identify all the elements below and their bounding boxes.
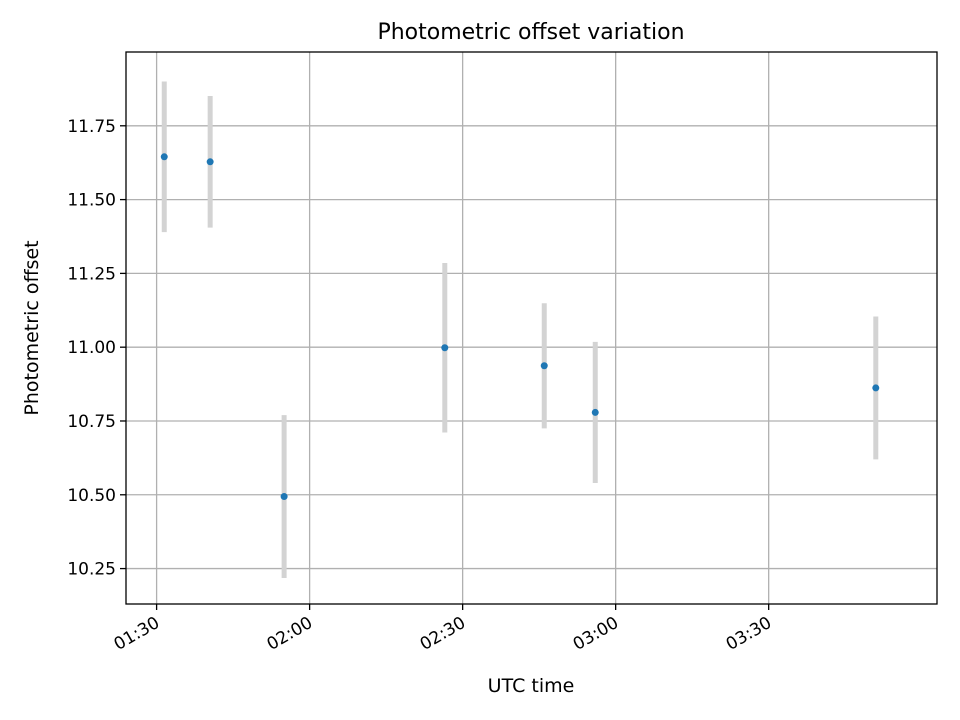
data-point xyxy=(441,344,449,352)
data-point xyxy=(160,153,168,161)
y-axis-ticks: 10.25 10.50 10.75 11.00 11.25 11.50 11.75 xyxy=(67,117,126,580)
y-tick-label: 10.50 xyxy=(67,486,116,506)
data-point xyxy=(280,493,288,501)
y-tick-label: 11.25 xyxy=(67,264,116,284)
data-point xyxy=(591,408,599,416)
y-tick-label: 11.00 xyxy=(67,338,116,358)
y-tick-label: 11.50 xyxy=(67,191,116,211)
y-axis-label: Photometric offset xyxy=(21,240,43,415)
y-tick-label: 10.75 xyxy=(67,412,116,432)
data-point xyxy=(872,384,880,392)
y-tick-label: 10.25 xyxy=(67,560,116,580)
chart-title: Photometric offset variation xyxy=(377,20,684,45)
x-axis-label: UTC time xyxy=(488,675,575,697)
data-point xyxy=(540,362,548,370)
axes-frame xyxy=(125,51,938,605)
y-tick-label: 11.75 xyxy=(67,117,116,137)
grid-lines xyxy=(126,52,937,604)
data-point xyxy=(206,158,214,166)
data-points xyxy=(160,153,880,501)
